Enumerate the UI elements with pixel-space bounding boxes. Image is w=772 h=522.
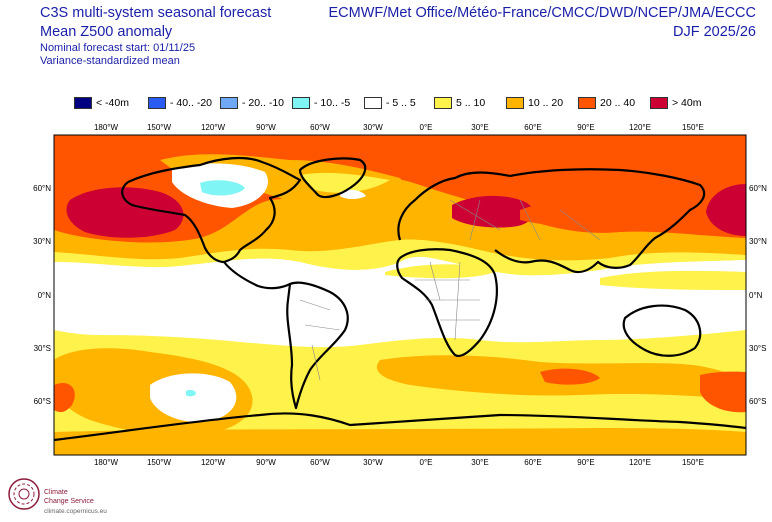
lon-label: 90°W bbox=[256, 458, 276, 467]
lon-labels-top: 180°W 150°W 120°W 90°W 60°W 30°W 0°E 30°… bbox=[94, 123, 704, 132]
lon-label: 0°E bbox=[420, 458, 433, 467]
legend-label: 5 .. 10 bbox=[456, 97, 486, 109]
lat-label: 30°N bbox=[749, 237, 767, 246]
lon-label: 30°E bbox=[471, 123, 488, 132]
centres-list: ECMWF/Met Office/Météo-France/CMCC/DWD/N… bbox=[328, 5, 756, 21]
anomaly-map: 180°W 150°W 120°W 90°W 60°W 30°W 0°E 30°… bbox=[33, 123, 767, 467]
legend-swatch bbox=[292, 97, 310, 109]
lon-label: 90°W bbox=[256, 123, 276, 132]
lon-label: 150°E bbox=[682, 123, 704, 132]
legend-item-minus20-minus10: - 20.. -10 bbox=[220, 95, 284, 111]
legend-label: > 40m bbox=[672, 97, 702, 109]
lon-label: 120°E bbox=[629, 458, 651, 467]
legend-swatch bbox=[74, 97, 92, 109]
legend-item-10-20: 10 .. 20 bbox=[506, 95, 563, 111]
lon-label: 180°W bbox=[94, 123, 119, 132]
legend-label: - 5 .. 5 bbox=[386, 97, 416, 109]
legend-item-gt40: > 40m bbox=[650, 95, 701, 111]
lat-label: 60°S bbox=[34, 397, 51, 406]
lon-label: 60°E bbox=[524, 458, 541, 467]
lon-label: 30°W bbox=[363, 123, 383, 132]
legend-label: 10 .. 20 bbox=[528, 97, 564, 109]
lat-labels-right: 60°N 30°N 0°N 30°S 60°S bbox=[749, 184, 767, 406]
title-block: C3S multi-system seasonal forecast Mean … bbox=[40, 4, 271, 68]
lon-label: 60°E bbox=[524, 123, 541, 132]
lon-labels-bottom: 180°W 150°W 120°W 90°W 60°W 30°W 0°E 30°… bbox=[94, 458, 704, 467]
lon-label: 30°E bbox=[471, 458, 488, 467]
brand-url: climate.copernicus.eu bbox=[44, 508, 107, 515]
centres-block: ECMWF/Met Office/Météo-France/CMCC/DWD/N… bbox=[328, 4, 756, 42]
brand-line1: Climate bbox=[44, 489, 68, 496]
legend-swatch bbox=[578, 97, 596, 109]
legend-swatch bbox=[434, 97, 452, 109]
legend-item-20-40: 20 .. 40 bbox=[578, 95, 635, 111]
lat-label: 30°S bbox=[34, 344, 51, 353]
country-borders bbox=[299, 199, 601, 381]
colour-legend: < -40m - 40.. -20 - 20.. -10 - 10.. -5 -… bbox=[74, 95, 724, 111]
legend-label: 20 .. 40 bbox=[600, 97, 636, 109]
anomaly-field bbox=[54, 135, 746, 455]
lon-label: 120°E bbox=[629, 123, 651, 132]
lon-label: 150°W bbox=[147, 458, 172, 467]
method-note: Variance-standardized mean bbox=[40, 55, 180, 67]
legend-label: - 40.. -20 bbox=[170, 97, 213, 109]
lat-label: 60°N bbox=[749, 184, 767, 193]
coastlines bbox=[54, 156, 746, 442]
variable-title: Mean Z500 anomaly bbox=[40, 24, 173, 40]
lat-label: 0°N bbox=[749, 291, 763, 300]
lat-labels-left: 60°N 30°N 0°N 30°S 60°S bbox=[33, 184, 51, 406]
lat-label: 60°N bbox=[33, 184, 51, 193]
forecast-start: Nominal forecast start: 01/11/25 bbox=[40, 42, 196, 54]
lat-label: 60°S bbox=[749, 397, 766, 406]
legend-swatch bbox=[650, 97, 668, 109]
lon-label: 60°W bbox=[310, 458, 330, 467]
copernicus-logo-icon bbox=[8, 478, 40, 510]
legend-item-minus10-minus5: - 10.. -5 bbox=[292, 95, 350, 111]
legend-label: - 20.. -10 bbox=[242, 97, 285, 109]
lat-label: 30°S bbox=[749, 344, 766, 353]
legend-item-lt-minus40: < -40m bbox=[74, 95, 129, 111]
map-frame bbox=[53, 134, 747, 456]
lon-label: 150°W bbox=[147, 123, 172, 132]
lon-label: 90°E bbox=[577, 123, 594, 132]
lon-label: 30°W bbox=[363, 458, 383, 467]
brand-line2: Change Service bbox=[44, 498, 94, 505]
lon-label: 60°W bbox=[310, 123, 330, 132]
legend-swatch bbox=[364, 97, 382, 109]
legend-label: < -40m bbox=[96, 97, 129, 109]
legend-item-minus40-minus20: - 40.. -20 bbox=[148, 95, 212, 111]
lat-label: 30°N bbox=[33, 237, 51, 246]
lat-label: 0°N bbox=[38, 291, 52, 300]
lon-label: 90°E bbox=[577, 458, 594, 467]
legend-label: - 10.. -5 bbox=[314, 97, 351, 109]
lon-label: 0°E bbox=[420, 123, 433, 132]
brand-name: Climate Change Service bbox=[44, 488, 94, 506]
legend-swatch bbox=[506, 97, 524, 109]
season-label: DJF 2025/26 bbox=[672, 24, 756, 40]
lon-label: 120°W bbox=[201, 458, 226, 467]
legend-swatch bbox=[220, 97, 238, 109]
main-title: C3S multi-system seasonal forecast bbox=[40, 5, 272, 21]
lon-label: 120°W bbox=[201, 123, 226, 132]
legend-swatch bbox=[148, 97, 166, 109]
legend-item-minus5-5: - 5 .. 5 bbox=[364, 95, 416, 111]
lon-label: 150°E bbox=[682, 458, 704, 467]
lon-label: 180°W bbox=[94, 458, 119, 467]
legend-item-5-10: 5 .. 10 bbox=[434, 95, 485, 111]
